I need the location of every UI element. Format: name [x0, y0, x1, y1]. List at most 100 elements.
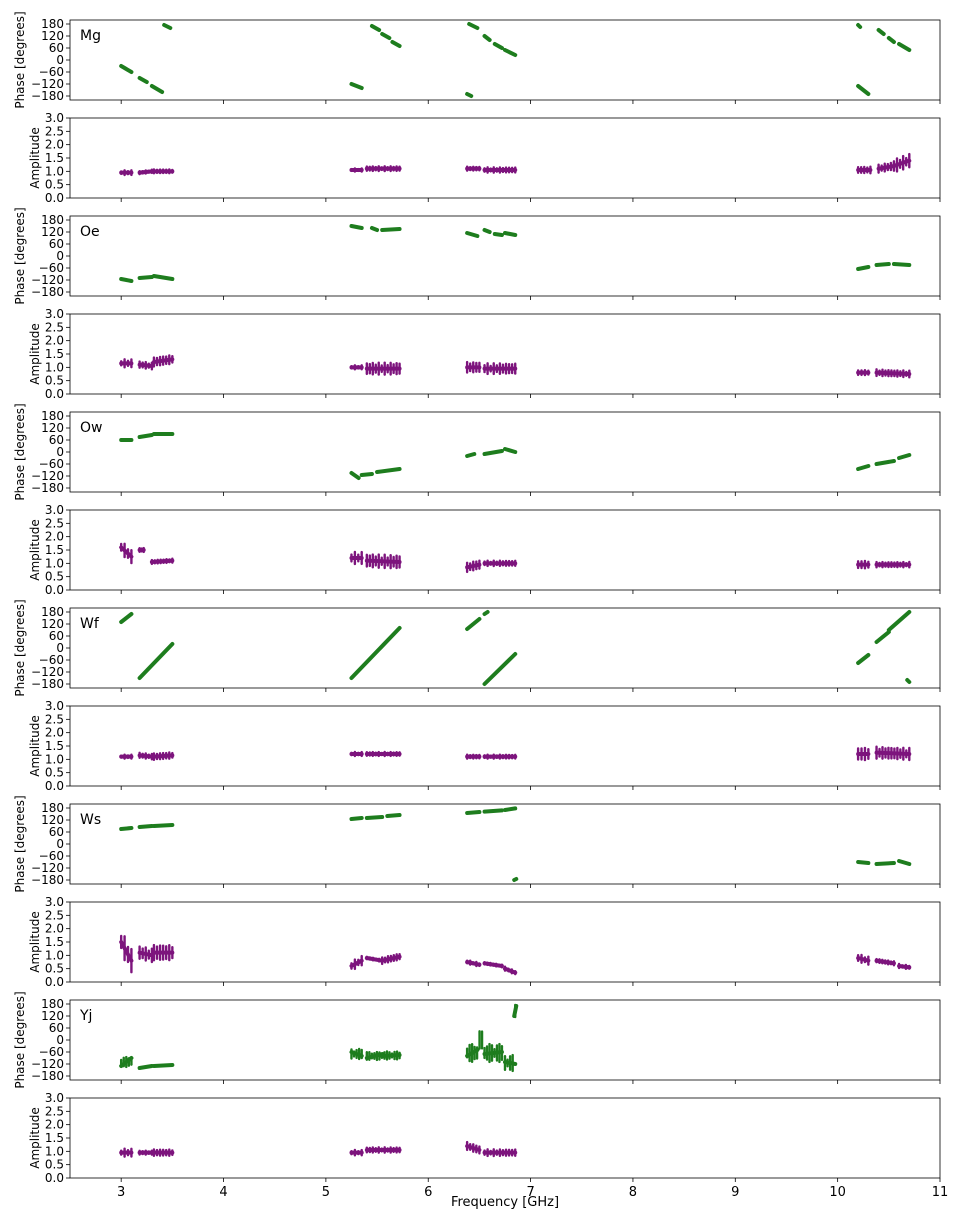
- y-tick-label: 1.0: [45, 556, 64, 570]
- y-tick-label: 1.0: [45, 1144, 64, 1158]
- y-tick-label: −120: [31, 469, 64, 483]
- x-tick-label: 5: [322, 1185, 330, 1200]
- station-label: Wf: [80, 616, 100, 632]
- panel-frame: [69, 607, 941, 689]
- y-tick-label: 2.0: [45, 334, 64, 348]
- phase-segment: [465, 92, 474, 98]
- y-tick-label: 60: [49, 433, 64, 447]
- y-tick-label: 60: [49, 1021, 64, 1035]
- phase-axis-label: Phase [degrees]: [13, 599, 27, 696]
- y-tick-label: −60: [39, 653, 64, 667]
- station-label: Yj: [79, 1008, 92, 1024]
- phase-segment: [465, 810, 482, 815]
- y-tick-label: 60: [49, 825, 64, 839]
- panel-frame: [69, 1097, 941, 1179]
- station-label: Ws: [80, 812, 101, 828]
- phase-segment: [482, 808, 504, 814]
- phase-segment: [359, 472, 374, 477]
- y-tick-label: 0: [56, 249, 64, 263]
- phase-segment: [503, 231, 518, 237]
- y-tick-label: 120: [41, 813, 64, 827]
- phase-segment: [369, 24, 382, 32]
- y-tick-label: 2.5: [45, 320, 64, 334]
- phase-segment: [503, 48, 518, 57]
- panel-frame: [69, 117, 941, 199]
- phase-segment: [369, 226, 380, 232]
- amp-segment: [856, 956, 871, 963]
- y-tick-label: −180: [31, 1069, 64, 1083]
- station-label: Ow: [80, 420, 102, 436]
- y-tick-label: 180: [41, 409, 64, 423]
- phase-axis-label: Phase [degrees]: [13, 795, 27, 892]
- panel-frame: [69, 803, 941, 885]
- amp-axis-label: Amplitude: [28, 1107, 42, 1169]
- y-tick-label: 2.5: [45, 124, 64, 138]
- phase-segment: [482, 449, 504, 456]
- phase-segment: [137, 642, 175, 680]
- phase-segment: [380, 227, 402, 232]
- y-tick-label: 120: [41, 421, 64, 435]
- phase-segment: [349, 224, 364, 230]
- phase-segment: [874, 459, 896, 466]
- phase-axis-label: Phase [degrees]: [13, 403, 27, 500]
- y-tick-label: −60: [39, 1045, 64, 1059]
- panel-frame: [69, 313, 941, 395]
- amp-axis-label: Amplitude: [28, 127, 42, 189]
- phase-segment: [482, 228, 492, 234]
- y-tick-label: 1.0: [45, 164, 64, 178]
- phase-segment: [385, 813, 402, 818]
- phase-axis-label: Phase [degrees]: [13, 991, 27, 1088]
- amp-segment: [119, 545, 134, 559]
- y-tick-label: 180: [41, 801, 64, 815]
- amp-segment: [503, 966, 518, 975]
- y-tick-label: 2.5: [45, 712, 64, 726]
- phase-segment: [886, 36, 896, 44]
- phase-segment: [349, 816, 364, 821]
- phase-segment: [512, 877, 519, 882]
- phase-segment: [119, 277, 134, 283]
- x-tick-label: 8: [629, 1185, 637, 1200]
- y-tick-label: −60: [39, 849, 64, 863]
- phase-segment: [856, 860, 871, 865]
- y-tick-label: 0: [56, 1033, 64, 1047]
- phase-segment: [856, 653, 871, 665]
- x-tick-label: 3: [117, 1185, 125, 1200]
- y-tick-label: 180: [41, 605, 64, 619]
- phase-segment: [151, 274, 175, 281]
- y-tick-label: 0.0: [45, 779, 64, 793]
- amp-axis-label: Amplitude: [28, 323, 42, 385]
- phase-segment: [856, 84, 871, 96]
- y-tick-label: −180: [31, 285, 64, 299]
- y-tick-label: 180: [41, 213, 64, 227]
- phase-segment: [465, 231, 480, 238]
- x-tick-label: 9: [731, 1185, 739, 1200]
- amp-axis-label: Amplitude: [28, 519, 42, 581]
- y-tick-label: 60: [49, 629, 64, 643]
- y-tick-label: 1.0: [45, 948, 64, 962]
- x-axis-label: Frequency [GHz]: [451, 1195, 559, 1209]
- y-tick-label: 120: [41, 1009, 64, 1023]
- y-tick-label: 3.0: [45, 503, 64, 517]
- y-tick-label: 2.5: [45, 1104, 64, 1118]
- phase-segment: [119, 64, 134, 74]
- phase-segment: [874, 262, 891, 267]
- y-tick-label: −60: [39, 457, 64, 471]
- y-tick-label: −180: [31, 873, 64, 887]
- y-tick-label: 0.5: [45, 570, 64, 584]
- panel-frame: [69, 509, 941, 591]
- y-tick-label: 0.5: [45, 766, 64, 780]
- y-tick-label: 0.5: [45, 178, 64, 192]
- x-axis: 3 4 5 6 7 8 9 10 11: [117, 1185, 948, 1200]
- phase-segment: [465, 617, 482, 631]
- y-tick-label: 1.5: [45, 151, 64, 165]
- phase-segment: [467, 22, 480, 30]
- phase-segment: [856, 464, 871, 471]
- y-tick-label: 1.5: [45, 1131, 64, 1145]
